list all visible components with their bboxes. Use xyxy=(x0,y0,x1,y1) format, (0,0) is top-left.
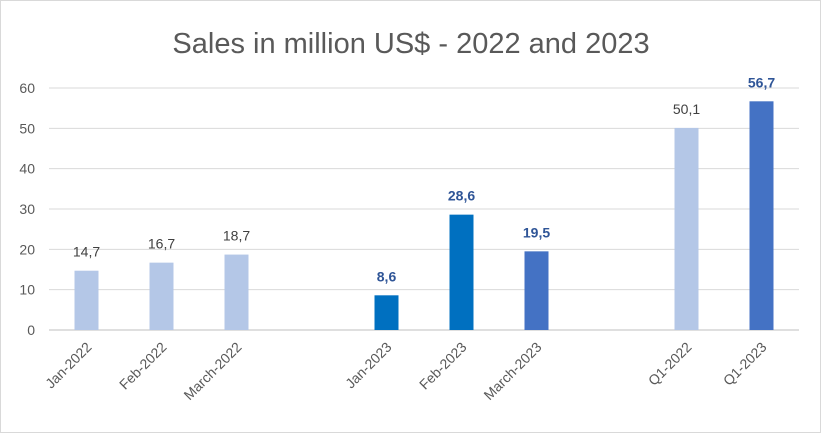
data-label: 16,7 xyxy=(148,236,175,252)
x-tick-label: March-2023 xyxy=(480,339,544,403)
y-tick-label: 40 xyxy=(19,161,35,177)
x-tick-label: March-2022 xyxy=(180,339,244,403)
data-label: 14,7 xyxy=(73,244,100,260)
x-tick-label: Feb-2023 xyxy=(416,339,470,393)
bar-feb-2023 xyxy=(449,214,474,330)
y-tick-label: 50 xyxy=(19,120,35,136)
x-tick-label: Jan-2022 xyxy=(42,339,95,392)
data-label: 19,5 xyxy=(523,224,550,240)
y-tick-label: 20 xyxy=(19,241,35,257)
data-label: 8,6 xyxy=(377,268,397,284)
data-label: 50,1 xyxy=(673,101,700,117)
x-tick-label: Q1-2022 xyxy=(645,339,695,389)
y-tick-label: 60 xyxy=(19,80,35,96)
chart-title: Sales in million US$ - 2022 and 2023 xyxy=(172,28,649,60)
x-tick-label: Feb-2022 xyxy=(116,339,170,393)
bar-march-2022 xyxy=(224,254,249,330)
y-tick-label: 10 xyxy=(19,282,35,298)
data-label: 56,7 xyxy=(748,74,775,90)
bar-q1-2023 xyxy=(749,101,774,330)
bar-jan-2023 xyxy=(374,295,399,330)
data-label: 28,6 xyxy=(448,188,475,204)
y-tick-label: 30 xyxy=(19,201,35,217)
x-tick-label: Q1-2023 xyxy=(720,339,770,389)
bar-q1-2022 xyxy=(674,127,699,331)
bar-march-2023 xyxy=(524,251,549,330)
bar-feb-2022 xyxy=(149,262,174,330)
x-tick-label: Jan-2023 xyxy=(342,339,395,392)
data-label: 18,7 xyxy=(223,228,250,244)
bar-jan-2022 xyxy=(74,270,99,330)
y-tick-label: 0 xyxy=(27,322,35,338)
